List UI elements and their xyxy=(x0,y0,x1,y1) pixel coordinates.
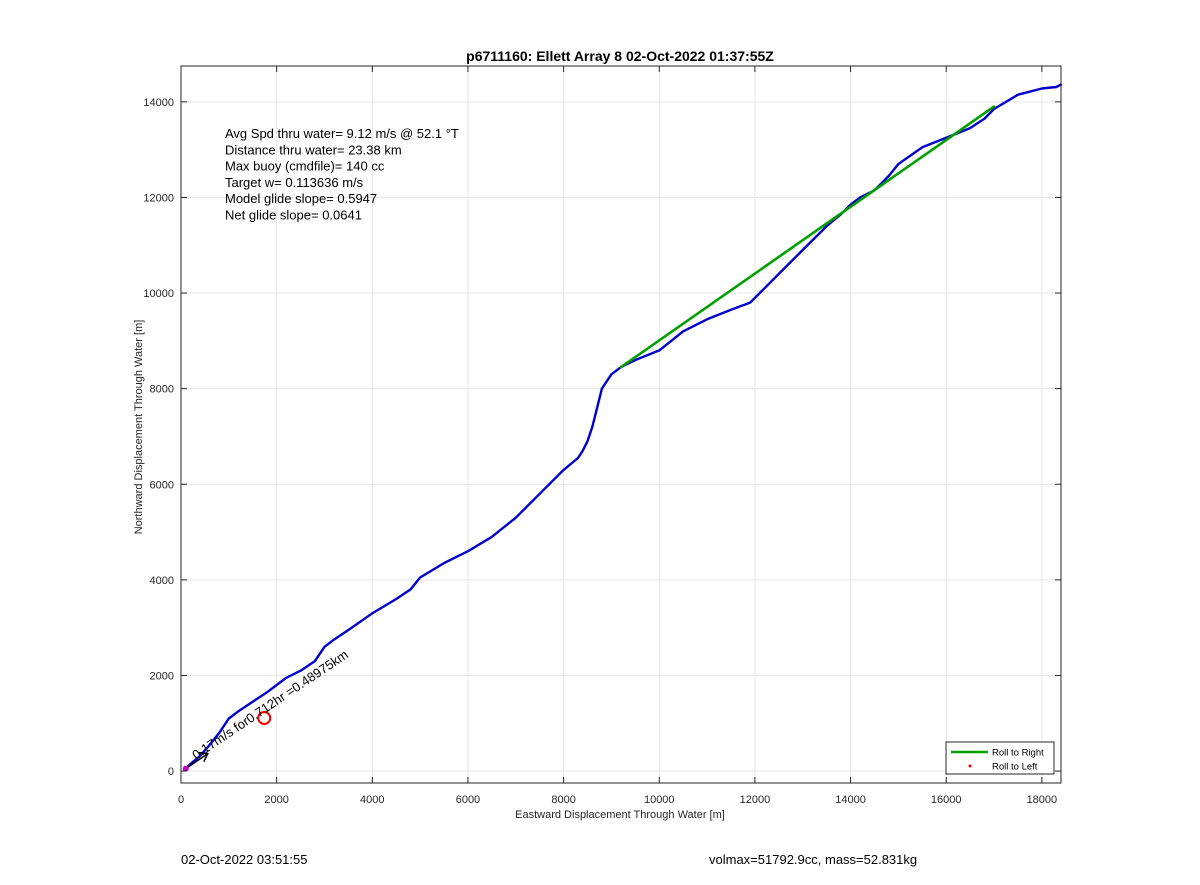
grid-lines xyxy=(180,66,1061,783)
legend-box xyxy=(945,741,1055,775)
series-line-1 xyxy=(619,105,996,369)
y-tick-label: 6000 xyxy=(150,479,174,491)
stats-annotation: Avg Spd thru water= 9.12 m/s @ 52.1 °TDi… xyxy=(225,126,459,223)
stats-line: Model glide slope= 0.5947 xyxy=(225,191,377,206)
y-tick-label: 4000 xyxy=(150,575,174,587)
y-tick-label: 8000 xyxy=(150,384,174,396)
x-tick-label: 14000 xyxy=(835,794,866,806)
stats-line: Avg Spd thru water= 9.12 m/s @ 52.1 °T xyxy=(225,126,459,141)
current-annotation: 0.17m/s for0.712hr =0.48975km xyxy=(189,647,350,763)
x-tick-label: 6000 xyxy=(456,794,480,806)
x-tick-label: 18000 xyxy=(1027,794,1058,806)
stats-line: Distance thru water= 23.38 km xyxy=(225,142,402,157)
axes-box xyxy=(180,65,1062,784)
chart-series xyxy=(184,83,1063,770)
legend-label: Roll to Left xyxy=(992,762,1038,773)
stats-line: Max buoy (cmdfile)= 140 cc xyxy=(225,159,385,174)
current-arrow xyxy=(185,753,209,770)
y-tick-label: 12000 xyxy=(143,192,174,204)
y-tick-label: 10000 xyxy=(143,288,174,300)
x-tick-label: 10000 xyxy=(644,794,675,806)
x-tick-label: 12000 xyxy=(740,794,771,806)
chart-title: p6711160: Ellett Array 8 02-Oct-2022 01:… xyxy=(466,48,774,64)
x-tick-label: 2000 xyxy=(264,794,288,806)
y-tick-label: 14000 xyxy=(143,97,174,109)
start-marker xyxy=(182,765,189,772)
x-tick-label: 8000 xyxy=(551,794,575,806)
y-tick-label: 0 xyxy=(168,766,174,778)
axis-ticks: 0 2000 4000 6000 8000 10000 12000 14000 16000 180… xyxy=(143,66,1061,806)
current-arrowhead xyxy=(198,751,209,762)
legend-label: Roll to Right xyxy=(992,748,1044,759)
y-tick-label: 2000 xyxy=(150,670,174,682)
x-axis-label: Eastward Displacement Through Water [m] xyxy=(515,809,725,821)
legend-dot-swatch xyxy=(968,764,972,768)
current-marker xyxy=(257,710,272,725)
legend: Roll to Right Roll to Left xyxy=(945,741,1055,775)
stats-line: Net glide slope= 0.0641 xyxy=(225,208,362,223)
footer-volmax-mass: volmax=51792.9cc, mass=52.831kg xyxy=(709,852,918,867)
stats-line: Target w= 0.113636 m/s xyxy=(225,175,364,190)
chart-markers xyxy=(182,710,272,772)
x-tick-label: 4000 xyxy=(360,794,384,806)
series-line-0 xyxy=(184,83,1063,770)
y-axis-label: Northward Displacement Through Water [m] xyxy=(133,320,145,535)
footer-timestamp: 02-Oct-2022 03:51:55 xyxy=(181,852,308,867)
x-tick-label: 16000 xyxy=(931,794,962,806)
x-tick-label: 0 xyxy=(178,794,184,806)
